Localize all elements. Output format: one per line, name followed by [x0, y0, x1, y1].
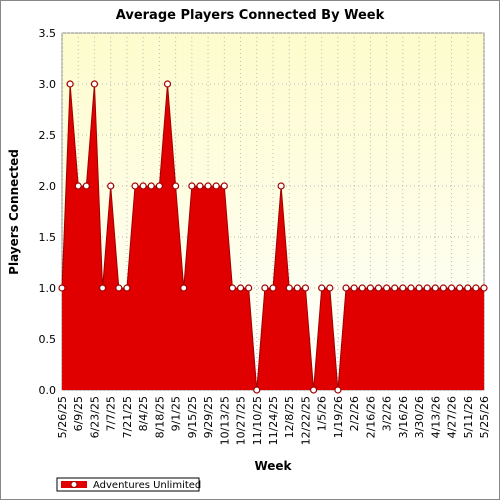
x-tick-label: 9/15/25	[186, 396, 199, 438]
x-tick-label: 5/26/25	[56, 396, 69, 438]
point	[204, 182, 212, 190]
y-tick-label: 0.5	[39, 333, 57, 346]
point	[115, 284, 123, 292]
point	[131, 182, 139, 190]
point	[391, 284, 399, 292]
point	[342, 284, 350, 292]
point	[334, 386, 342, 394]
x-tick-label: 2/16/26	[364, 396, 377, 438]
point	[188, 182, 196, 190]
point	[196, 182, 204, 190]
y-tick-label: 2.5	[39, 129, 57, 142]
point	[383, 284, 391, 292]
point	[220, 182, 228, 190]
point	[253, 386, 261, 394]
x-tick-label: 8/4/25	[137, 396, 150, 431]
point	[447, 284, 456, 292]
legend-label: Adventures Unlimited	[93, 480, 201, 491]
point	[82, 182, 90, 190]
point	[366, 284, 374, 292]
point	[480, 284, 488, 292]
point	[277, 182, 285, 190]
point	[423, 284, 431, 292]
x-tick-label: 9/29/25	[202, 396, 215, 438]
point	[212, 182, 220, 190]
point	[172, 182, 180, 190]
point	[236, 284, 245, 292]
x-tick-label: 1/5/26	[316, 396, 329, 431]
x-tick-label: 4/27/26	[446, 396, 459, 438]
point	[358, 284, 366, 292]
point	[245, 284, 253, 292]
point	[66, 80, 74, 88]
point	[228, 284, 237, 292]
x-tick-label: 6/23/25	[88, 396, 101, 438]
point	[107, 182, 115, 190]
point	[301, 284, 310, 292]
point	[147, 182, 155, 190]
point	[285, 284, 293, 292]
x-tick-label: 6/9/25	[72, 396, 85, 431]
x-tick-label: 8/18/25	[153, 396, 166, 438]
x-tick-label: 1/19/26	[332, 396, 345, 438]
x-axis-title: Week	[254, 459, 292, 473]
point	[269, 284, 277, 292]
y-tick-label: 0.0	[39, 384, 57, 397]
point	[318, 284, 326, 292]
y-tick-label: 3.5	[39, 27, 57, 40]
point	[155, 182, 163, 190]
point	[293, 284, 301, 292]
x-tick-label: 5/25/26	[478, 396, 491, 438]
x-tick-label: 7/21/25	[121, 396, 134, 438]
x-tick-label: 10/27/25	[235, 396, 248, 445]
y-axis-title: Players Connected	[7, 149, 21, 275]
x-tick-label: 11/10/25	[251, 396, 264, 445]
area	[62, 84, 484, 390]
point	[439, 284, 448, 292]
point	[472, 284, 480, 292]
x-tick-label: 3/30/26	[413, 396, 426, 438]
x-tick-label: 5/11/26	[462, 396, 475, 438]
y-tick-label: 1.5	[39, 231, 57, 244]
point	[58, 284, 66, 292]
point	[456, 284, 464, 292]
point	[74, 182, 82, 190]
x-tick-label: 9/1/25	[170, 396, 183, 431]
point	[464, 284, 472, 292]
x-tick-label: 12/22/25	[299, 396, 312, 445]
point	[163, 80, 172, 88]
legend	[56, 477, 200, 492]
point	[374, 284, 383, 292]
x-tick-label: 2/2/26	[348, 396, 361, 431]
x-tick-label: 4/13/26	[429, 396, 442, 438]
point	[407, 284, 415, 292]
point	[139, 182, 147, 190]
point	[399, 284, 407, 292]
x-tick-label: 12/8/25	[283, 396, 296, 438]
y-tick-label: 2.0	[39, 180, 57, 193]
point	[309, 386, 318, 394]
point	[98, 284, 107, 292]
point	[431, 284, 439, 292]
x-tick-label: 10/13/25	[218, 396, 231, 445]
y-tick-label: 3.0	[39, 78, 57, 91]
x-tick-label: 3/2/26	[381, 396, 394, 431]
point	[123, 284, 131, 292]
point	[90, 80, 99, 88]
x-tick-label: 11/24/25	[267, 396, 280, 445]
chart-title: Average Players Connected By Week	[116, 8, 385, 23]
point	[415, 284, 423, 292]
x-tick-label: 3/16/26	[397, 396, 410, 438]
point	[261, 284, 269, 292]
point	[326, 284, 334, 292]
point	[350, 284, 358, 292]
x-tick-label: 7/7/25	[105, 396, 118, 431]
y-tick-label: 1.0	[39, 282, 57, 295]
point	[180, 284, 188, 292]
legend-marker	[70, 481, 78, 488]
